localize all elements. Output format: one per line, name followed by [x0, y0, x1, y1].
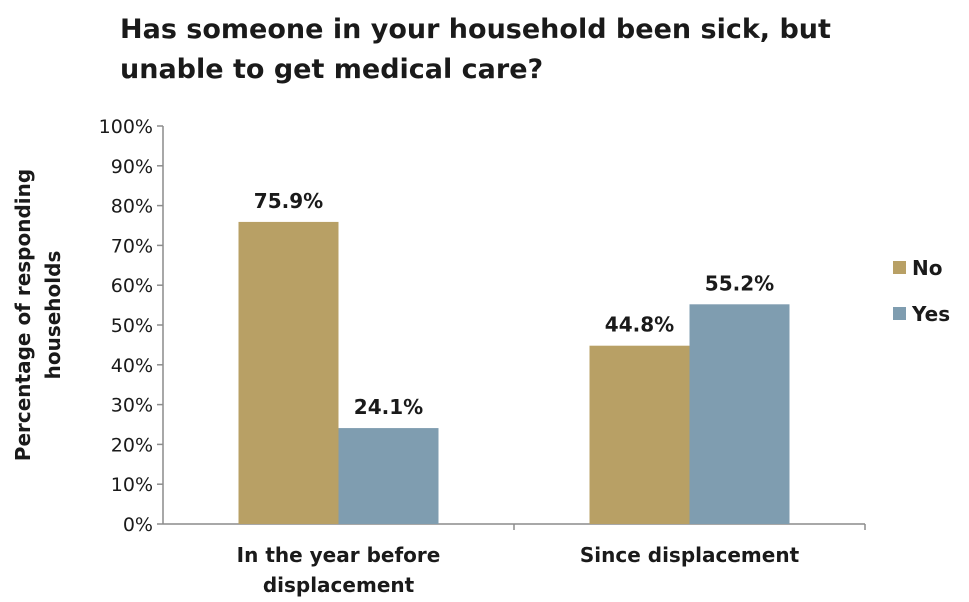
y-tick-label: 50% [111, 315, 153, 337]
y-tick-label: 80% [111, 196, 153, 218]
legend-label-no: No [912, 256, 942, 280]
x-category-label: displacement [263, 573, 415, 597]
bar-yes [338, 428, 439, 524]
data-label: 55.2% [705, 271, 774, 295]
y-tick-label: 20% [111, 434, 153, 456]
bar-no [238, 221, 339, 524]
y-tick-label: 60% [111, 275, 153, 297]
data-label: 24.1% [354, 395, 423, 419]
bar-no [589, 345, 690, 524]
legend-swatch-no [893, 261, 906, 274]
y-axis-label: Percentage of responding [11, 169, 35, 461]
chart-title-line-2: unable to get medical care? [120, 54, 544, 85]
legend-label-yes: Yes [911, 302, 950, 326]
y-axis-label: households [41, 251, 65, 380]
y-tick-label: 40% [111, 355, 153, 377]
y-tick-label: 90% [111, 156, 153, 178]
bar-yes [689, 304, 790, 524]
x-category-label: Since displacement [580, 543, 800, 567]
y-tick-label: 100% [99, 116, 153, 138]
data-label: 44.8% [605, 313, 674, 337]
y-tick-label: 70% [111, 235, 153, 257]
chart-title-line-1: Has someone in your household been sick,… [120, 14, 831, 45]
data-label: 75.9% [254, 189, 323, 213]
x-category-label: In the year before [237, 543, 441, 567]
chart-title: Has someone in your household been sick,… [120, 10, 940, 90]
y-tick-label: 10% [111, 474, 153, 496]
y-tick-label: 0% [123, 514, 153, 536]
legend-swatch-yes [893, 307, 906, 320]
y-tick-label: 30% [111, 395, 153, 417]
